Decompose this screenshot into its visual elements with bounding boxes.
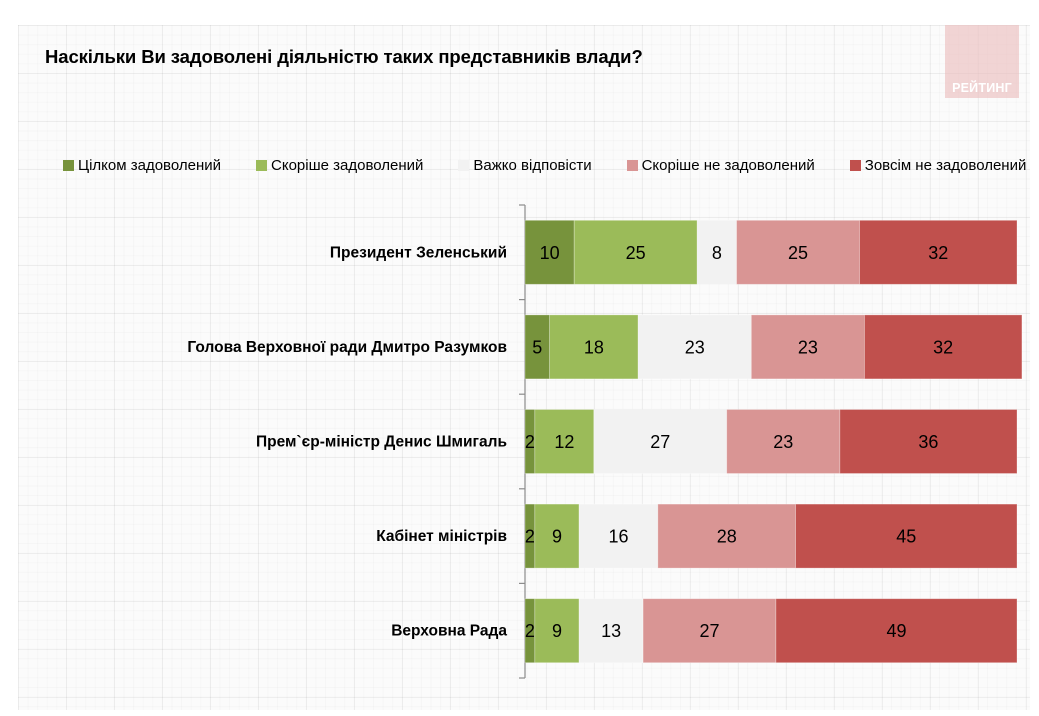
bar-segment	[726, 409, 841, 474]
chart-title: Наскільки Ви задоволені діяльністю таких…	[45, 46, 643, 67]
logo-text: РЕЙТИНГ	[952, 81, 1012, 95]
legend-label: Скоріше задоволений	[271, 156, 424, 174]
bar-segment	[578, 503, 659, 569]
category-label: Кабінет міністрів	[376, 528, 507, 545]
data-label: 45	[896, 527, 916, 547]
data-label: 12	[554, 432, 574, 452]
data-label: 23	[685, 337, 705, 357]
category-label: Прем`єр-міністр Денис Шмигаль	[256, 434, 507, 451]
bar-segment	[524, 219, 575, 285]
legend-swatch	[63, 159, 74, 171]
data-label: 13	[601, 621, 621, 641]
legend-swatch	[256, 159, 267, 171]
data-label: 23	[773, 432, 793, 452]
bar-segment	[736, 219, 860, 285]
legend-item-fully-dissatisfied: Зовсім не задоволений	[849, 156, 1027, 174]
bar-segment	[534, 598, 580, 664]
category-label: Верховна Рада	[391, 623, 507, 640]
bar-segment	[524, 314, 551, 380]
bar-segment	[864, 314, 1023, 380]
bar-segment	[534, 503, 580, 569]
bar-segment	[859, 219, 1018, 285]
legend-label: Цілком задоволений	[78, 156, 221, 174]
bar-segment	[795, 503, 1018, 569]
data-label: 23	[798, 337, 818, 357]
legend-item-rather-satisfied: Скоріше задоволений	[256, 157, 423, 174]
legend-label: Скоріше не задоволений	[641, 156, 815, 174]
bar-segment	[573, 219, 698, 285]
category-label: Голова Верховної ради Дмитро Разумков	[187, 339, 507, 356]
category-label: Президент Зеленський	[330, 244, 507, 261]
data-label: 10	[540, 243, 560, 263]
data-label: 32	[933, 337, 953, 357]
bar-segment	[578, 598, 644, 664]
data-label: 32	[928, 243, 948, 263]
legend: Цілком задоволений Скоріше задоволений В…	[63, 155, 1026, 175]
bar-segment	[642, 598, 777, 664]
bar-segment	[637, 314, 752, 380]
data-label: 2	[525, 432, 535, 452]
data-label: 9	[552, 621, 562, 641]
data-label: 8	[712, 243, 722, 263]
legend-swatch	[458, 159, 470, 171]
legend-label: Важко відповісти	[473, 156, 592, 174]
data-label: 28	[717, 527, 737, 547]
legend-item-rather-dissatisfied: Скоріше не задоволений	[626, 156, 815, 174]
data-label: 2	[525, 621, 535, 641]
bar-segment	[696, 219, 737, 285]
data-label: 2	[525, 527, 535, 547]
bar-segment	[593, 409, 728, 474]
bar-segment	[534, 409, 595, 474]
data-label: 18	[584, 337, 604, 357]
data-label: 27	[650, 432, 670, 452]
legend-label: Зовсім не задоволений	[864, 156, 1027, 174]
data-label: 49	[886, 621, 906, 641]
bar-segment	[657, 503, 797, 569]
legend-item-fully-satisfied: Цілком задоволений	[63, 157, 221, 174]
bar-segment	[750, 314, 865, 380]
bar-segment	[839, 409, 1018, 474]
rating-logo: РЕЙТИНГ	[945, 25, 1019, 98]
data-label: 5	[532, 337, 542, 357]
bar-segment	[775, 598, 1018, 664]
legend-item-hard-to-say: Важко відповісти	[458, 156, 592, 174]
data-label: 36	[918, 432, 938, 452]
data-label: 9	[552, 527, 562, 547]
data-label: 27	[699, 621, 719, 641]
bar-segment	[549, 314, 639, 380]
data-label: 16	[608, 527, 628, 547]
legend-swatch	[626, 159, 638, 171]
data-label: 25	[626, 243, 646, 263]
data-label: 25	[788, 243, 808, 263]
legend-swatch	[849, 159, 861, 171]
